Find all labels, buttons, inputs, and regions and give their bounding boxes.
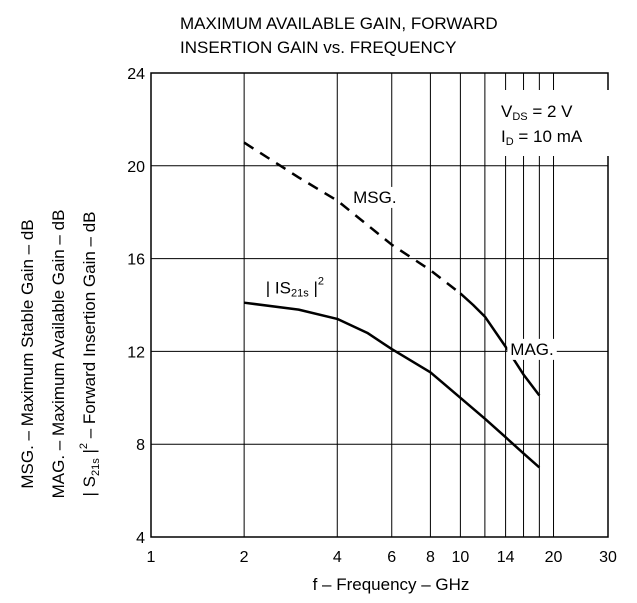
x-tick-label-4: 4 — [333, 549, 342, 566]
condition-id: ID = 10 mA — [501, 127, 583, 148]
series-label-s21-group: | IS21s |2 — [262, 274, 328, 301]
y-tick-label-8: 8 — [136, 437, 145, 454]
series-line-msg — [243, 141, 462, 295]
condition-vds-sub: DS — [512, 111, 527, 123]
y-axis-label-line3: | S21s |2 – Forward Insertion Gain – dB — [78, 211, 102, 496]
chart-title-line1: MAXIMUM AVAILABLE GAIN, FORWARD — [180, 14, 498, 33]
condition-vds-main: V — [501, 102, 513, 121]
y-axis-label-line2: MAG. – Maximum Available Gain – dB — [49, 210, 68, 499]
x-tick-label-20: 20 — [545, 549, 563, 566]
x-tick-label-10: 10 — [451, 549, 469, 566]
y-tick-label-4: 4 — [136, 530, 145, 547]
y-axis-label-line3-mid: | — [80, 449, 99, 458]
y-axis-label: MSG. – Maximum Stable Gain – dB MAG. – M… — [18, 210, 102, 499]
y-tick-label-20: 20 — [127, 159, 145, 176]
series-label-msg: MSG. — [353, 188, 396, 207]
series-label-s21-sup: 2 — [318, 275, 324, 287]
series-label-msg-background — [350, 186, 400, 208]
y-axis-label-line3-pre: | S — [80, 476, 99, 496]
y-axis-label-line3-sub: 21s — [90, 458, 102, 476]
y-tick-label-16: 16 — [127, 252, 145, 269]
x-tick-label-1: 1 — [147, 549, 156, 566]
plot-frame — [150, 72, 609, 538]
conditions-box: VDS = 2 V ID = 10 mA — [490, 90, 614, 156]
chart-title-line2: INSERTION GAIN vs. FREQUENCY — [180, 38, 456, 57]
condition-id-rest: = 10 mA — [514, 127, 583, 146]
x-tick-label-2: 2 — [240, 549, 249, 566]
series-label-s21: | IS21s |2 — [266, 275, 324, 299]
x-tick-label-14: 14 — [497, 549, 515, 566]
series-line-s21 — [243, 301, 541, 469]
x-tick-label-30: 30 — [599, 549, 617, 566]
series-label-s21-pre: | IS — [266, 278, 291, 297]
y-tick-label-12: 12 — [127, 344, 145, 361]
series-label-s21-sub: 21s — [291, 287, 309, 299]
y-axis-label-line1: MSG. – Maximum Stable Gain – dB — [18, 219, 37, 488]
y-axis-label-line3-post: – Forward Insertion Gain – dB — [80, 211, 99, 443]
conditions-background — [490, 90, 614, 156]
y-axis-label-line3-sup: 2 — [78, 443, 90, 449]
x-tick-labels: 1 2 4 6 8 10 14 20 30 — [147, 549, 617, 566]
grid — [151, 73, 608, 537]
condition-id-sub: D — [506, 136, 514, 148]
x-tick-label-8: 8 — [426, 549, 435, 566]
series-layer — [243, 141, 541, 469]
series-line-mag — [459, 292, 541, 397]
condition-vds: VDS = 2 V — [501, 102, 573, 123]
x-tick-label-6: 6 — [387, 549, 396, 566]
series-label-mag-group: MAG. — [507, 338, 557, 360]
x-axis-label: f – Frequency – GHz — [313, 575, 470, 594]
series-label-s21-mid: | — [309, 278, 318, 297]
series-label-s21-background — [262, 274, 328, 301]
condition-vds-rest: = 2 V — [528, 102, 574, 121]
y-tick-label-24: 24 — [127, 66, 145, 83]
series-label-mag-background — [507, 338, 557, 360]
condition-id-main: I — [501, 127, 506, 146]
series-label-msg-group: MSG. — [350, 186, 400, 208]
series-label-mag: MAG. — [510, 340, 553, 359]
y-tick-labels: 4 8 12 16 20 24 — [127, 66, 145, 547]
